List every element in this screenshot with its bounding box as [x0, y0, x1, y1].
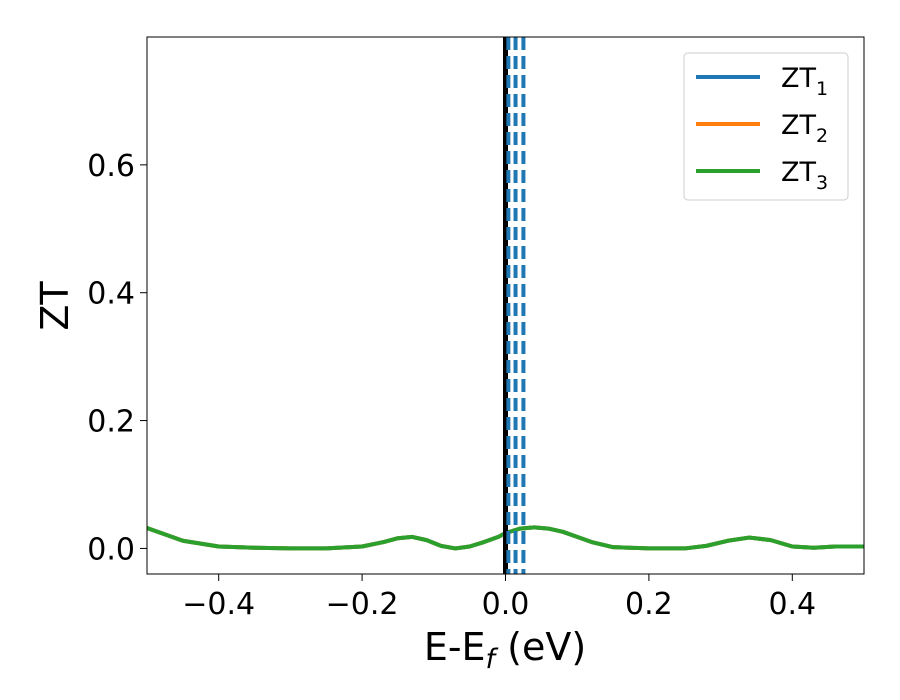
vline-layer — [503, 37, 526, 574]
x-tick-label: 0.2 — [625, 587, 673, 622]
x-tick-label: 0.4 — [768, 587, 816, 622]
x-tick-label: 0.0 — [482, 587, 530, 622]
series-line-zt3 — [147, 525, 864, 551]
y-tick-label: 0.6 — [87, 149, 135, 184]
y-axis-label: ZT — [33, 281, 77, 331]
legend-label-zt3: ZT3 — [781, 157, 828, 194]
x-axis-ticks: −0.4 −0.2 0.0 0.2 0.4 — [182, 574, 816, 622]
x-tick-label: −0.4 — [182, 587, 255, 622]
y-axis-ticks: 0.0 0.2 0.4 0.6 — [87, 149, 147, 567]
series-layer — [147, 525, 864, 551]
legend-box — [683, 52, 849, 201]
x-tick-label: −0.2 — [326, 587, 399, 622]
y-tick-label: 0.0 — [87, 532, 135, 567]
y-tick-label: 0.2 — [87, 405, 135, 440]
x-axis-label: E-Ef (eV) — [424, 625, 586, 675]
legend-label-zt2: ZT2 — [781, 110, 828, 147]
y-tick-label: 0.4 — [87, 277, 135, 312]
legend: ZT1 ZT2 ZT3 — [683, 52, 849, 201]
legend-label-zt1: ZT1 — [781, 63, 828, 100]
